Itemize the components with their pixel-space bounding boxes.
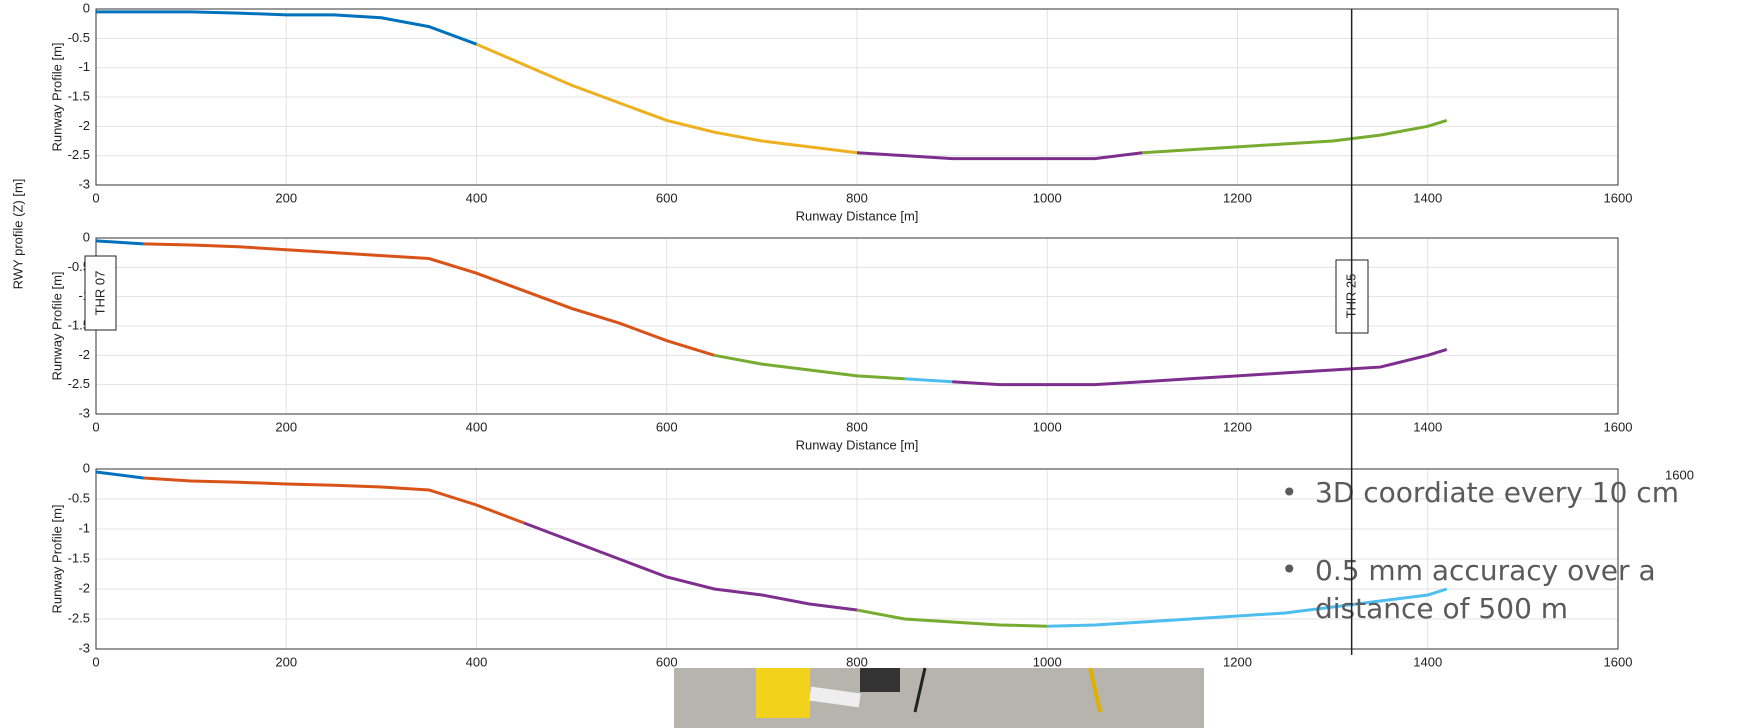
x-tick-label: 1000: [1033, 654, 1062, 669]
y-axis-label: Runway Profile [m]: [49, 271, 64, 380]
profile-line: [1142, 119, 1448, 155]
y-tick-label: -2: [78, 580, 90, 595]
x-tick-label: 1600: [1604, 190, 1633, 205]
bullet: 0.5 mm accuracy over a distance of 500 m: [1315, 554, 1656, 625]
bullet-dot: •: [1281, 553, 1298, 586]
x-tick-label: 1600: [1604, 419, 1633, 434]
x-tick-label: 800: [846, 419, 868, 434]
x-tick-label: 400: [466, 419, 488, 434]
x-tick-label: 0: [92, 419, 99, 434]
y-tick-label: 0: [83, 0, 90, 15]
y-tick-label: -0.5: [68, 490, 90, 505]
x-tick-label: 1400: [1413, 190, 1442, 205]
x-tick-label: 800: [846, 654, 868, 669]
y-tick-label: -2.5: [68, 147, 90, 162]
x-tick-label: 1000: [1033, 190, 1062, 205]
y-tick-label: -2.5: [68, 610, 90, 625]
y-tick-label: -1.5: [68, 88, 90, 103]
x-tick-label: 400: [466, 190, 488, 205]
y-tick-label: -0.5: [68, 259, 90, 274]
y-tick-label: -0.5: [68, 30, 90, 45]
thr-label: THR 07: [92, 271, 107, 316]
profile-line: [856, 151, 1143, 161]
x-tick-label: 1400: [1413, 654, 1442, 669]
profile-line: [95, 239, 144, 246]
x-tick-label: 600: [656, 654, 678, 669]
y-tick-label: -2: [78, 118, 90, 133]
photo: [674, 667, 1204, 728]
profile-line: [95, 470, 144, 480]
axes-box: [95, 8, 1619, 186]
y-axis-label: Runway Profile [m]: [49, 42, 64, 151]
y-tick-label: -1.5: [68, 550, 90, 565]
y-tick-label: 0: [83, 460, 90, 475]
x-tick-label: 0: [92, 190, 99, 205]
y-tick-label: -1: [78, 59, 90, 74]
x-tick-label: 200: [275, 419, 297, 434]
profile-line: [952, 348, 1448, 387]
bullet-dot: •: [1281, 476, 1298, 509]
x-tick-label: 600: [656, 190, 678, 205]
y-axis-label: Runway Profile [m]: [49, 504, 64, 613]
profile-line: [475, 42, 858, 155]
profile-line: [96, 10, 478, 46]
x-tick-label: 1600: [1604, 654, 1633, 669]
profile-line: [523, 521, 858, 612]
y-tick-label: -2: [78, 347, 90, 362]
x-tick-label: 1200: [1223, 654, 1252, 669]
bullet: 3D coordiate every 10 cm: [1315, 476, 1679, 509]
x-tick-label: 400: [466, 654, 488, 669]
y-tick-label: 0: [83, 229, 90, 244]
profile-line: [1047, 587, 1448, 628]
x-tick-label: 1000: [1033, 419, 1062, 434]
axes-box: [95, 468, 1619, 650]
y-tick-label: -3: [78, 176, 90, 191]
profile-line: [856, 608, 1048, 628]
y-tick-label: -2.5: [68, 376, 90, 391]
y-tick-label: -1: [78, 288, 90, 303]
bullet-box: 0.5 mm accuracy over a distance of 500 m: [1315, 554, 1656, 625]
x-tick-label: 200: [275, 190, 297, 205]
x-tick-label: 200: [275, 654, 297, 669]
y-axis-title: RWY profile (Z) [m]: [10, 179, 25, 290]
x-tick-label: 800: [846, 190, 868, 205]
y-tick-label: -3: [78, 640, 90, 655]
x-tick-label: 0: [92, 654, 99, 669]
x-tick-label: 1400: [1413, 419, 1442, 434]
x-tick-label: 1200: [1223, 190, 1252, 205]
stray-label: 1600: [1665, 467, 1694, 482]
profile-line: [904, 377, 953, 384]
y-tick-label: -1: [78, 520, 90, 535]
x-axis-label: Runway Distance [m]: [796, 208, 919, 223]
y-tick-label: -1.5: [68, 317, 90, 332]
profile-line: [143, 242, 715, 357]
x-tick-label: 1200: [1223, 419, 1252, 434]
x-axis-label: Runway Distance [m]: [796, 437, 919, 452]
thr-box: [84, 255, 117, 331]
profile-line: [714, 353, 905, 381]
y-tick-label: -3: [78, 405, 90, 420]
x-tick-label: 600: [656, 419, 678, 434]
profile-line: [143, 476, 525, 525]
